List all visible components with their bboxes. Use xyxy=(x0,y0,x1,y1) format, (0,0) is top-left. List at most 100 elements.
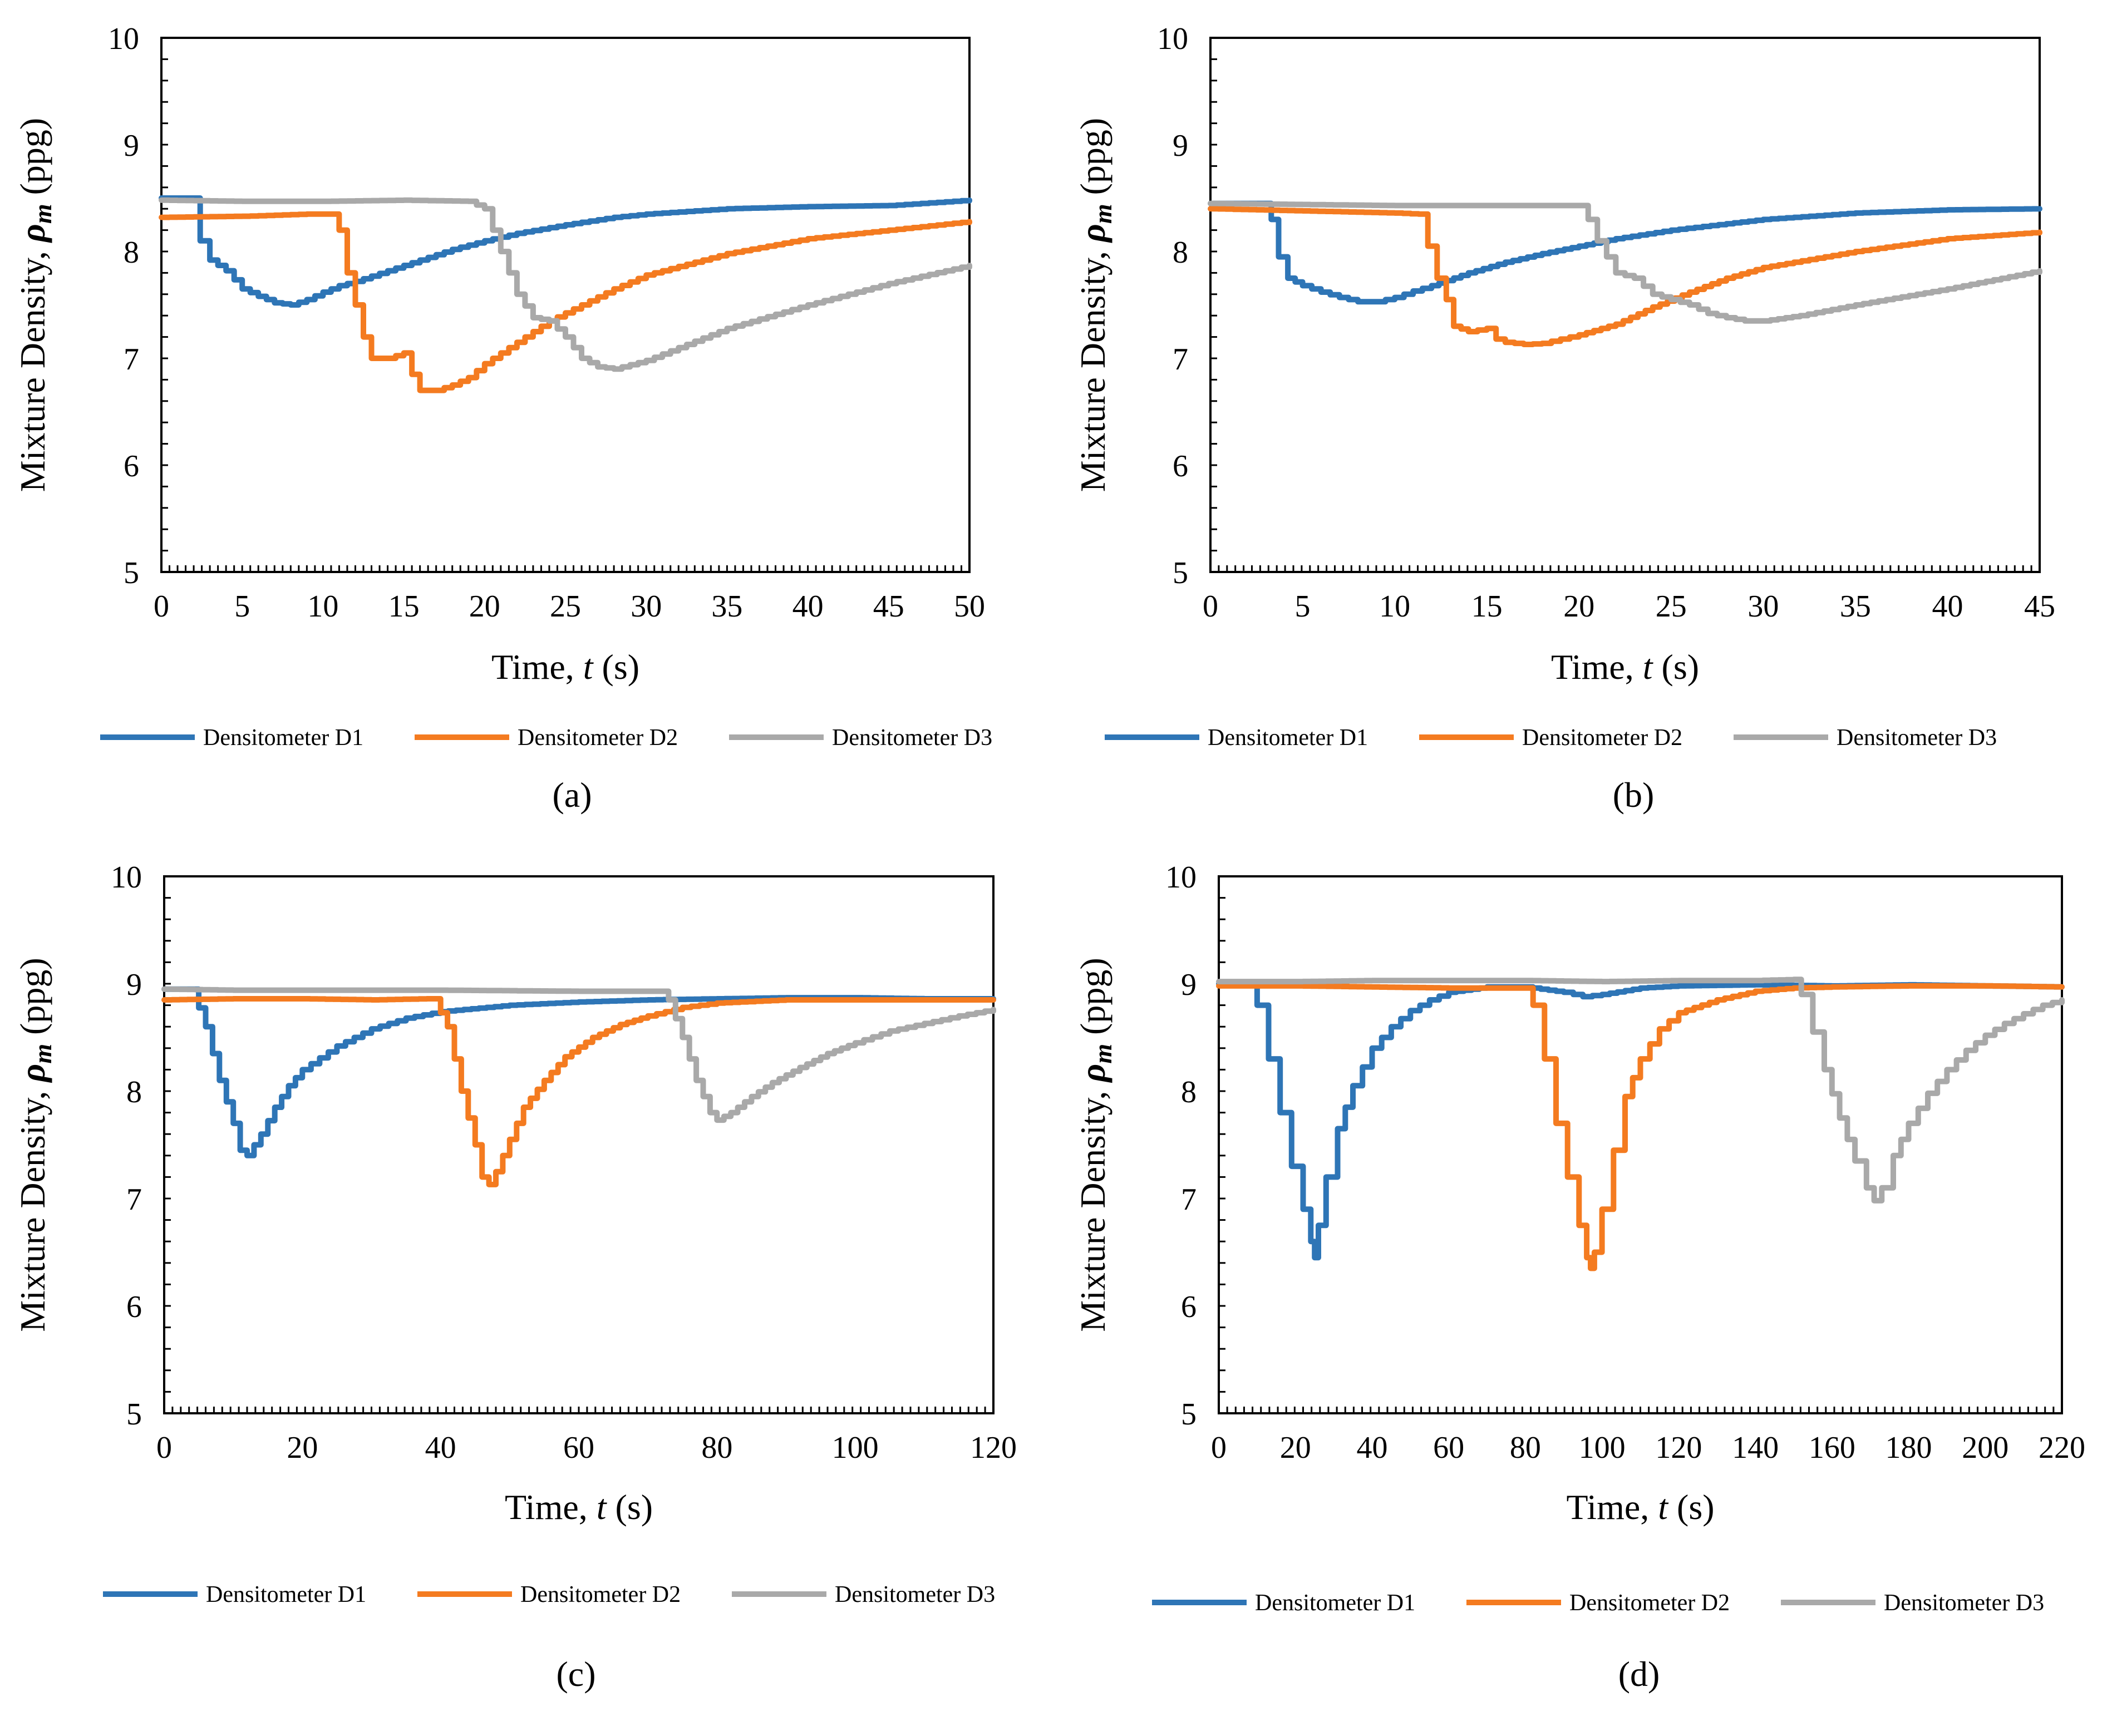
x-tick-label: 120 xyxy=(970,1431,1017,1465)
x-tick-label: 0 xyxy=(1211,1431,1227,1465)
y-axis-title-symbol: ρ xyxy=(1073,1064,1112,1083)
y-tick-label: 6 xyxy=(126,1290,142,1324)
x-tick-label: 0 xyxy=(154,589,169,624)
x-tick-label: 20 xyxy=(469,589,500,624)
x-axis-title-var: t xyxy=(1643,647,1654,687)
panel-caption: (a) xyxy=(552,775,592,815)
x-tick-label: 200 xyxy=(1962,1431,2008,1465)
y-tick-label: 8 xyxy=(1181,1075,1197,1109)
x-axis-title: Time, t (s) xyxy=(491,647,639,687)
y-axis-title-suffix: (ppg) xyxy=(13,118,52,204)
series-line-2 xyxy=(161,996,996,1187)
y-tick-label: 8 xyxy=(1173,235,1188,270)
y-tick-label: 6 xyxy=(1181,1290,1197,1324)
series-line-1 xyxy=(1208,200,2042,305)
x-tick-label: 15 xyxy=(1471,589,1503,624)
y-tick-label: 9 xyxy=(126,968,142,1002)
x-tick-label: 25 xyxy=(1656,589,1687,624)
x-tick-label: 45 xyxy=(873,589,904,624)
x-tick-label: 0 xyxy=(1203,589,1218,624)
y-tick-label: 7 xyxy=(126,1182,142,1217)
y-axis-title-sub: m xyxy=(28,1044,57,1064)
series-line-2 xyxy=(1208,206,2042,347)
legend-label-1: Densitometer D1 xyxy=(203,725,363,751)
x-tick-label: 20 xyxy=(287,1431,318,1465)
y-axis-title-prefix: Mixture Density, xyxy=(13,242,52,492)
y-axis-title-suffix: (ppg) xyxy=(1073,958,1112,1044)
x-tick-label: 60 xyxy=(1433,1431,1464,1465)
y-axis-title: Mixture Density, ρm (ppg) xyxy=(13,118,57,492)
x-axis-title-var: t xyxy=(1658,1487,1669,1527)
x-tick-label: 120 xyxy=(1655,1431,1702,1465)
x-axis-title-prefix: Time, xyxy=(491,647,583,687)
y-tick-label: 5 xyxy=(1173,556,1188,590)
y-tick-label: 6 xyxy=(1173,449,1188,484)
series-line-3 xyxy=(1208,200,2042,324)
plot-frame xyxy=(163,875,995,1414)
y-axis-title-sub: m xyxy=(1089,1044,1117,1064)
y-axis-title-sub: m xyxy=(1089,204,1117,224)
x-tick-label: 20 xyxy=(1563,589,1594,624)
y-tick-label: 7 xyxy=(1181,1182,1197,1217)
x-tick-label: 35 xyxy=(1840,589,1871,624)
x-axis-title-var: t xyxy=(583,647,594,687)
y-tick-label: 10 xyxy=(1165,860,1197,895)
x-tick-label: 15 xyxy=(388,589,420,624)
x-tick-label: 40 xyxy=(792,589,824,624)
y-tick-label: 6 xyxy=(124,449,139,484)
y-axis-title-sub: m xyxy=(28,204,57,224)
x-tick-label: 60 xyxy=(563,1431,594,1465)
plot-frame xyxy=(1209,37,2041,573)
x-tick-label: 10 xyxy=(1379,589,1410,624)
x-tick-label: 100 xyxy=(1579,1431,1626,1465)
x-tick-label: 40 xyxy=(425,1431,456,1465)
x-tick-label: 25 xyxy=(550,589,581,624)
x-axis-title-suffix: (s) xyxy=(593,647,640,687)
x-tick-label: 80 xyxy=(1510,1431,1541,1465)
y-axis-title: Mixture Density, ρm (ppg) xyxy=(13,958,57,1332)
series-line-3 xyxy=(1216,976,2065,1204)
y-tick-label: 7 xyxy=(124,342,139,377)
y-tick-label: 10 xyxy=(108,22,139,56)
legend-label-3: Densitometer D3 xyxy=(1837,725,1997,751)
x-axis-title-suffix: (s) xyxy=(1668,1487,1715,1527)
y-axis-title: Mixture Density, ρm (ppg) xyxy=(1073,958,1117,1332)
series-line-1 xyxy=(159,195,972,308)
panel-caption: (d) xyxy=(1618,1654,1660,1694)
legend-label-3: Densitometer D3 xyxy=(835,1582,995,1607)
x-tick-label: 30 xyxy=(1747,589,1779,624)
y-tick-label: 9 xyxy=(1173,129,1188,163)
series-line-2 xyxy=(159,211,972,393)
panel-caption: (c) xyxy=(556,1654,595,1694)
y-axis-title-symbol: ρ xyxy=(13,1064,52,1083)
y-tick-label: 10 xyxy=(111,860,142,895)
x-axis-title-prefix: Time, xyxy=(1566,1487,1658,1527)
x-tick-label: 100 xyxy=(832,1431,879,1465)
x-axis-title: Time, t (s) xyxy=(1566,1487,1714,1527)
x-tick-label: 160 xyxy=(1809,1431,1855,1465)
x-tick-label: 45 xyxy=(2024,589,2055,624)
y-tick-label: 5 xyxy=(126,1397,142,1432)
y-tick-label: 8 xyxy=(124,235,139,270)
y-tick-label: 10 xyxy=(1157,22,1188,56)
x-tick-label: 40 xyxy=(1932,589,1963,624)
y-axis-title-suffix: (ppg) xyxy=(1073,118,1112,204)
x-axis-title-prefix: Time, xyxy=(505,1487,597,1527)
y-axis-title: Mixture Density, ρm (ppg) xyxy=(1073,118,1117,492)
y-axis-title-prefix: Mixture Density, xyxy=(1073,242,1112,492)
x-tick-label: 20 xyxy=(1280,1431,1311,1465)
y-tick-label: 9 xyxy=(1181,968,1197,1002)
series-line-2 xyxy=(1216,983,2065,1271)
y-tick-label: 7 xyxy=(1173,342,1188,377)
legend-label-2: Densitometer D2 xyxy=(520,1582,681,1607)
x-axis-title-suffix: (s) xyxy=(607,1487,653,1527)
x-tick-label: 220 xyxy=(2039,1431,2085,1465)
x-tick-label: 0 xyxy=(156,1431,172,1465)
y-axis-title-suffix: (ppg) xyxy=(13,958,52,1044)
x-axis-title: Time, t (s) xyxy=(1551,647,1699,687)
y-tick-label: 5 xyxy=(1181,1397,1197,1432)
